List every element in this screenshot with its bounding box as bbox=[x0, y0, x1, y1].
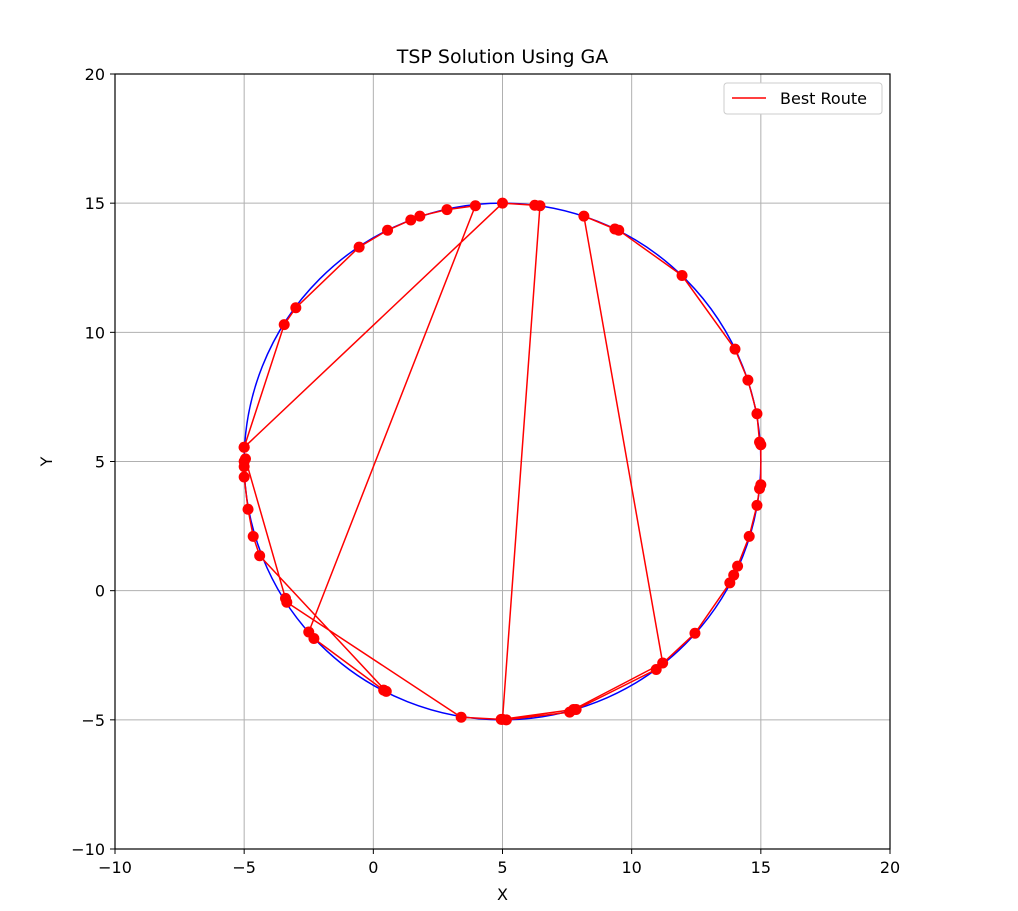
y-tick-label: 15 bbox=[85, 194, 105, 213]
legend-label-best-route: Best Route bbox=[780, 89, 867, 108]
city-point bbox=[239, 453, 251, 465]
city-point bbox=[751, 408, 763, 420]
x-tick-label: 5 bbox=[497, 858, 507, 877]
city-point bbox=[728, 569, 740, 581]
city-point bbox=[238, 441, 250, 453]
city-point bbox=[405, 214, 417, 226]
city-point bbox=[469, 200, 481, 212]
y-tick-label: −5 bbox=[81, 711, 105, 730]
city-point bbox=[754, 436, 766, 448]
x-axis-label: X bbox=[497, 885, 508, 904]
chart-title: TSP Solution Using GA bbox=[396, 46, 609, 68]
city-point bbox=[281, 596, 293, 608]
x-tick-label: 15 bbox=[751, 858, 771, 877]
city-point bbox=[755, 479, 767, 491]
city-point bbox=[609, 223, 621, 235]
legend-box bbox=[723, 82, 883, 115]
city-point bbox=[238, 471, 250, 483]
city-point bbox=[497, 197, 508, 209]
city-point bbox=[308, 632, 320, 644]
y-tick-label: 5 bbox=[95, 453, 105, 472]
city-point bbox=[568, 704, 580, 715]
x-tick-label: −10 bbox=[98, 858, 132, 877]
y-tick-label: −10 bbox=[71, 840, 105, 859]
axis-ticks: −10 −5 0 5 10 15 20 −10 −5 0 5 10 15 20 bbox=[71, 65, 900, 877]
city-point bbox=[729, 343, 741, 355]
y-tick-label: 10 bbox=[85, 323, 105, 342]
plot-area bbox=[238, 197, 767, 726]
city-point bbox=[278, 319, 290, 331]
city-point bbox=[743, 530, 755, 542]
city-point bbox=[455, 711, 467, 723]
x-tick-label: −5 bbox=[232, 858, 256, 877]
city-point bbox=[254, 550, 266, 562]
city-point bbox=[414, 210, 426, 222]
x-tick-label: 10 bbox=[621, 858, 641, 877]
y-tick-label: 0 bbox=[95, 582, 105, 601]
city-point bbox=[353, 241, 365, 253]
city-point bbox=[751, 499, 763, 511]
y-tick-label: 20 bbox=[85, 65, 105, 84]
city-point bbox=[689, 627, 701, 639]
city-point bbox=[242, 503, 254, 515]
x-tick-label: 20 bbox=[880, 858, 900, 877]
city-point bbox=[578, 210, 590, 222]
y-axis-label: Y bbox=[37, 456, 56, 467]
city-point bbox=[742, 374, 754, 386]
city-point bbox=[290, 302, 302, 314]
legend: Best Route bbox=[723, 82, 883, 115]
city-point bbox=[529, 199, 541, 211]
city-point bbox=[382, 224, 394, 236]
city-point bbox=[441, 204, 453, 216]
city-point bbox=[676, 270, 688, 281]
x-tick-label: 0 bbox=[368, 858, 378, 877]
city-point bbox=[380, 685, 392, 697]
city-point bbox=[732, 560, 744, 572]
city-point bbox=[247, 530, 259, 542]
city-point bbox=[657, 657, 669, 669]
city-point bbox=[497, 713, 508, 725]
